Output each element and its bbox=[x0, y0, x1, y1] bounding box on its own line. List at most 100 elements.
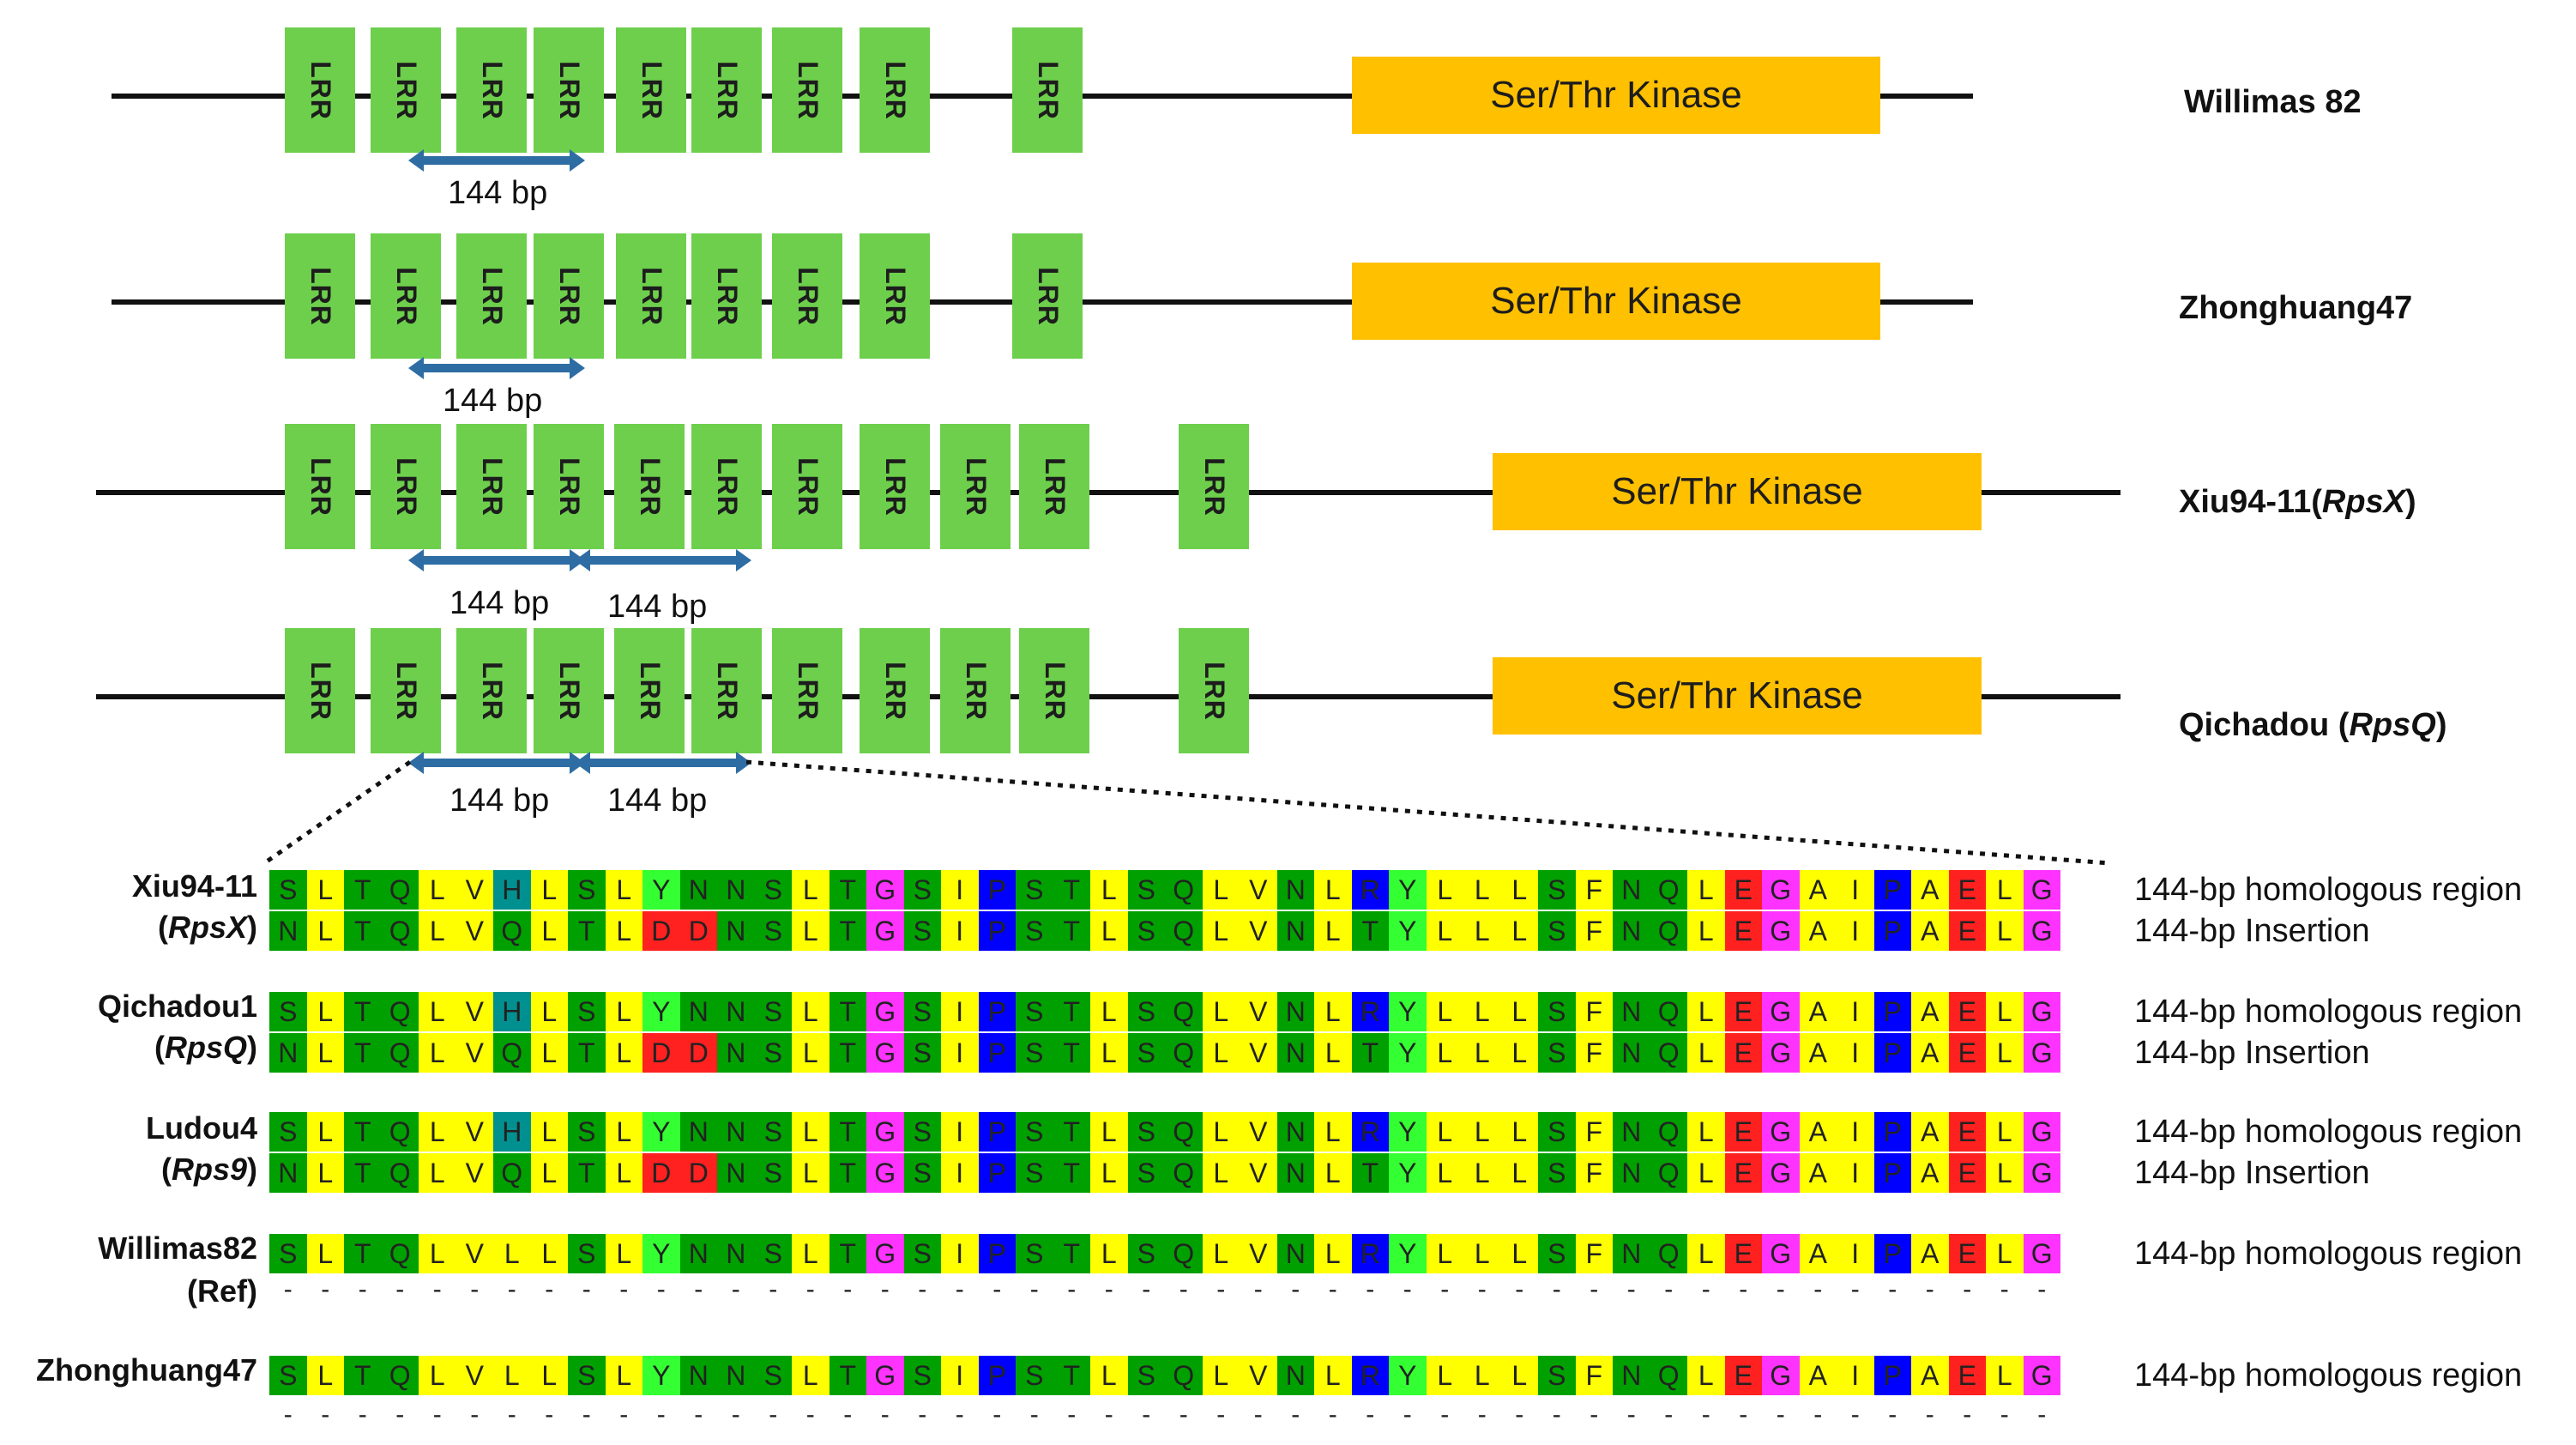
lrr-domain: LRR bbox=[614, 628, 685, 753]
residue: L bbox=[306, 992, 344, 1031]
residue: G bbox=[1762, 1112, 1800, 1152]
residue: N bbox=[717, 1356, 755, 1395]
kinase-domain: Ser/Thr Kinase bbox=[1493, 453, 1982, 530]
residue: Y bbox=[1389, 1153, 1427, 1193]
residue: Q bbox=[381, 1153, 419, 1193]
residue: L bbox=[1314, 870, 1352, 910]
residue: L bbox=[1687, 1112, 1725, 1152]
residue: L bbox=[1314, 1153, 1352, 1193]
residue: L bbox=[605, 1112, 642, 1152]
residue: G bbox=[2023, 1033, 2060, 1073]
residue: T bbox=[1351, 1033, 1389, 1073]
gene-label: Willimas 82 bbox=[2184, 84, 2362, 120]
residue: L bbox=[1463, 1112, 1501, 1152]
residue: S bbox=[1016, 870, 1053, 910]
residue: G bbox=[866, 911, 904, 951]
residue: N bbox=[1276, 911, 1314, 951]
residue: S bbox=[1016, 1112, 1053, 1152]
residue: Q bbox=[1650, 1234, 1687, 1273]
residue: G bbox=[2023, 1153, 2060, 1193]
lrr-domain: LRR bbox=[534, 424, 604, 549]
residue: P bbox=[1873, 992, 1911, 1031]
sample-name: Willimas82 bbox=[98, 1230, 257, 1266]
lrr-domain: LRR bbox=[860, 628, 930, 753]
residue: I bbox=[941, 1356, 979, 1395]
residue: N bbox=[717, 1153, 755, 1193]
residue: N bbox=[1276, 992, 1314, 1031]
residue: L bbox=[530, 870, 568, 910]
residue: S bbox=[754, 1153, 792, 1193]
residue: L bbox=[1202, 1033, 1240, 1073]
residue: S bbox=[1538, 911, 1576, 951]
residue: E bbox=[1724, 992, 1762, 1031]
residue: L bbox=[1426, 1112, 1463, 1152]
residue: T bbox=[829, 1356, 866, 1395]
residue: E bbox=[1724, 1112, 1762, 1152]
residue: Y bbox=[1389, 1356, 1427, 1395]
residue: S bbox=[754, 1234, 792, 1273]
residue: P bbox=[1873, 1234, 1911, 1273]
residue: D bbox=[642, 911, 680, 951]
residue: N bbox=[1276, 1234, 1314, 1273]
residue: Q bbox=[1165, 1153, 1203, 1193]
lrr-domain: LRR bbox=[614, 424, 685, 549]
residue: L bbox=[605, 1356, 642, 1395]
residue: T bbox=[829, 911, 866, 951]
lrr-domain: LRR bbox=[1012, 27, 1083, 153]
residue: L bbox=[1687, 1033, 1725, 1073]
row-description: 144-bp homologous region bbox=[2134, 994, 2523, 1030]
residue: L bbox=[1500, 1033, 1538, 1073]
repeat-arrow bbox=[575, 748, 751, 777]
residue: N bbox=[1613, 1234, 1650, 1273]
residue: N bbox=[717, 992, 755, 1031]
residue: I bbox=[1837, 992, 1874, 1031]
residue: Y bbox=[642, 992, 680, 1031]
residue: T bbox=[344, 1356, 382, 1395]
lrr-domain: LRR bbox=[772, 27, 842, 153]
row-description: 144-bp homologous region bbox=[2134, 1236, 2523, 1272]
residue: V bbox=[1240, 911, 1277, 951]
residue: P bbox=[978, 1356, 1016, 1395]
residue: N bbox=[717, 1112, 755, 1152]
residue: Y bbox=[1389, 870, 1427, 910]
residue: T bbox=[1053, 992, 1090, 1031]
residue: Q bbox=[381, 1234, 419, 1273]
residue: S bbox=[568, 1112, 606, 1152]
residue: L bbox=[1090, 1356, 1128, 1395]
residue: N bbox=[269, 1153, 307, 1193]
residue: N bbox=[679, 1234, 717, 1273]
residue: Y bbox=[1389, 1033, 1427, 1073]
residue: L bbox=[1986, 992, 2024, 1031]
residue: Q bbox=[381, 1112, 419, 1152]
sample-gene-name: (RpsX) bbox=[157, 910, 257, 945]
residue: P bbox=[1873, 1112, 1911, 1152]
gene-label: Xiu94-11(RpsX) bbox=[2179, 484, 2416, 520]
residue: Q bbox=[1165, 911, 1203, 951]
residue: N bbox=[1613, 1033, 1650, 1073]
residue: G bbox=[1762, 1356, 1800, 1395]
residue: A bbox=[1799, 1112, 1837, 1152]
lrr-domain: LRR bbox=[860, 233, 930, 359]
residue: N bbox=[1276, 1112, 1314, 1152]
residue: F bbox=[1575, 1234, 1613, 1273]
residue: S bbox=[269, 992, 307, 1031]
residue: D bbox=[642, 1153, 680, 1193]
residue: Q bbox=[1165, 1112, 1203, 1152]
residue: L bbox=[1986, 1234, 2024, 1273]
residue: L bbox=[419, 1153, 456, 1193]
residue: T bbox=[1053, 1112, 1090, 1152]
lrr-domain: LRR bbox=[285, 27, 355, 153]
residue: F bbox=[1575, 870, 1613, 910]
residue: N bbox=[717, 1033, 755, 1073]
residue: T bbox=[1053, 1356, 1090, 1395]
residue: A bbox=[1911, 870, 1949, 910]
residue: L bbox=[1426, 992, 1463, 1031]
residue: N bbox=[1613, 911, 1650, 951]
residue: N bbox=[269, 911, 307, 951]
residue: G bbox=[1762, 1234, 1800, 1273]
